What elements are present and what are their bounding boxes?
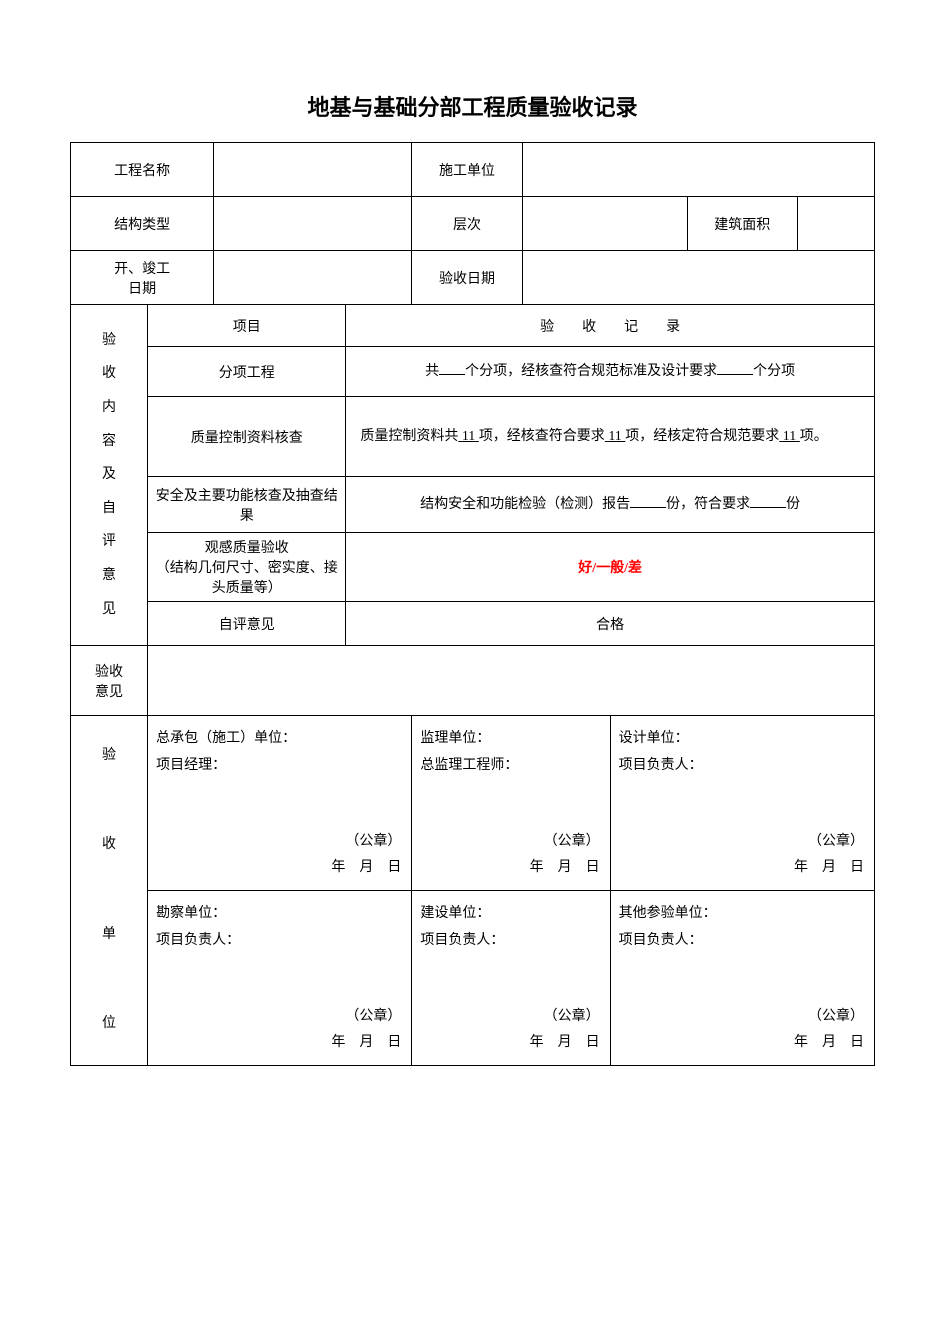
sig-block-contractor: 总承包（施工）单位： 项目经理： （公章） 年 月 日 bbox=[148, 716, 412, 891]
seal-text: （公章） bbox=[331, 829, 401, 856]
side-label-text: 验收内容及自评意见 bbox=[102, 333, 116, 617]
text: 结构安全和功能检验（检测）报告 bbox=[420, 497, 630, 512]
sig-person: 项目负责人： bbox=[619, 753, 866, 780]
date-text: 年 月 日 bbox=[331, 1030, 401, 1057]
text: 项，经核查符合要求 bbox=[479, 429, 605, 444]
label-start-end-date: 开、竣工 日期 bbox=[71, 251, 214, 305]
sig-unit: 设计单位： bbox=[619, 726, 866, 753]
seal-text: （公章） bbox=[794, 829, 864, 856]
label-building-area: 建筑面积 bbox=[687, 197, 797, 251]
value-levels bbox=[522, 197, 687, 251]
label-levels: 层次 bbox=[412, 197, 522, 251]
header-row-1: 工程名称 施工单位 bbox=[71, 143, 875, 197]
text: 份，符合要求 bbox=[666, 497, 750, 512]
sig-person: 项目经理： bbox=[156, 753, 403, 780]
page-title: 地基与基础分部工程质量验收记录 bbox=[70, 90, 875, 122]
label-project-name: 工程名称 bbox=[71, 143, 214, 197]
sig-person: 项目负责人： bbox=[156, 928, 403, 955]
text: 共 bbox=[425, 364, 439, 379]
date-text: 年 月 日 bbox=[331, 855, 401, 882]
blank bbox=[717, 361, 753, 375]
sig-unit: 勘察单位： bbox=[156, 901, 403, 928]
seal-text: （公章） bbox=[530, 829, 600, 856]
sig-block-supervisor: 监理单位： 总监理工程师： （公章） 年 月 日 bbox=[412, 716, 610, 891]
row-visual-quality: 观感质量验收 （结构几何尺寸、密实度、接头质量等） 好/一般/差 bbox=[71, 533, 875, 602]
side-label-signature: 验收单位 bbox=[71, 716, 148, 1066]
val: 11 bbox=[458, 429, 478, 444]
seal-text: （公章） bbox=[794, 1004, 864, 1031]
label-structure-type: 结构类型 bbox=[71, 197, 214, 251]
signature-row-1: 验收单位 总承包（施工）单位： 项目经理： （公章） 年 月 日 监理单位： 总… bbox=[71, 716, 875, 891]
content-self-opinion: 合格 bbox=[346, 602, 875, 646]
row-self-opinion: 自评意见 合格 bbox=[71, 602, 875, 646]
record-table: 工程名称 施工单位 结构类型 层次 建筑面积 开、竣工 日期 验收日期 验收内容… bbox=[70, 142, 875, 1066]
sig-unit: 其他参验单位： bbox=[619, 901, 866, 928]
header-row-3: 开、竣工 日期 验收日期 bbox=[71, 251, 875, 305]
content-safety-function: 结构安全和功能检验（检测）报告 份，符合要求 份 bbox=[346, 477, 875, 533]
date-text: 年 月 日 bbox=[530, 1030, 600, 1057]
seal-text: （公章） bbox=[331, 1004, 401, 1031]
label-acceptance-opinion: 验收 意见 bbox=[71, 646, 148, 716]
sig-unit: 建设单位： bbox=[420, 901, 601, 928]
sig-person: 项目负责人： bbox=[619, 928, 866, 955]
value-acceptance-date bbox=[522, 251, 874, 305]
label-construction-unit: 施工单位 bbox=[412, 143, 522, 197]
side-label-text: 验收单位 bbox=[102, 748, 116, 1032]
seal-text: （公章） bbox=[530, 1004, 600, 1031]
text: 个分项 bbox=[753, 364, 795, 379]
row-safety-function: 安全及主要功能核查及抽查结果 结构安全和功能检验（检测）报告 份，符合要求 份 bbox=[71, 477, 875, 533]
val: 11 bbox=[779, 429, 799, 444]
row-quality-control: 质量控制资料核查 质量控制资料共 11 项，经核查符合要求 11 项，经核定符合… bbox=[71, 397, 875, 477]
value-construction-unit bbox=[522, 143, 874, 197]
text: 份 bbox=[786, 497, 800, 512]
content-quality-control: 质量控制资料共 11 项，经核查符合要求 11 项，经核定符合规范要求 11 项… bbox=[346, 397, 875, 477]
date-text: 年 月 日 bbox=[530, 855, 600, 882]
label-visual-quality: 观感质量验收 （结构几何尺寸、密实度、接头质量等） bbox=[148, 533, 346, 602]
sig-block-owner: 建设单位： 项目负责人： （公章） 年 月 日 bbox=[412, 891, 610, 1066]
header-row-2: 结构类型 层次 建筑面积 bbox=[71, 197, 875, 251]
sig-unit: 监理单位： bbox=[420, 726, 601, 753]
label-acceptance-date: 验收日期 bbox=[412, 251, 522, 305]
blank bbox=[630, 494, 666, 508]
date-text: 年 月 日 bbox=[794, 1030, 864, 1057]
sig-block-design: 设计单位： 项目负责人： （公章） 年 月 日 bbox=[610, 716, 874, 891]
label-quality-control: 质量控制资料核查 bbox=[148, 397, 346, 477]
col-header-project: 项目 bbox=[148, 305, 346, 347]
text: 个分项，经核查符合规范标准及设计要求 bbox=[465, 364, 717, 379]
value-structure-type bbox=[214, 197, 412, 251]
blank bbox=[750, 494, 786, 508]
sig-person: 项目负责人： bbox=[420, 928, 601, 955]
text: 项。 bbox=[800, 429, 828, 444]
content-sub-project: 共 个分项，经核查符合规范标准及设计要求 个分项 bbox=[346, 347, 875, 397]
row-sub-project: 分项工程 共 个分项，经核查符合规范标准及设计要求 个分项 bbox=[71, 347, 875, 397]
side-label-acceptance: 验收内容及自评意见 bbox=[71, 305, 148, 646]
label-sub-project: 分项工程 bbox=[148, 347, 346, 397]
value-start-end-date bbox=[214, 251, 412, 305]
label-self-opinion: 自评意见 bbox=[148, 602, 346, 646]
value-project-name bbox=[214, 143, 412, 197]
label-safety-function: 安全及主要功能核查及抽查结果 bbox=[148, 477, 346, 533]
sig-block-other: 其他参验单位： 项目负责人： （公章） 年 月 日 bbox=[610, 891, 874, 1066]
blank bbox=[439, 361, 465, 375]
content-acceptance-opinion bbox=[148, 646, 875, 716]
col-header-record: 验 收 记 录 bbox=[346, 305, 875, 347]
signature-row-2: 勘察单位： 项目负责人： （公章） 年 月 日 建设单位： 项目负责人： （公章… bbox=[71, 891, 875, 1066]
acceptance-header-row: 验收内容及自评意见 项目 验 收 记 录 bbox=[71, 305, 875, 347]
text: 项，经核定符合规范要求 bbox=[625, 429, 779, 444]
text: 质量控制资料共 bbox=[360, 429, 458, 444]
sig-person: 总监理工程师： bbox=[420, 753, 601, 780]
content-visual-quality: 好/一般/差 bbox=[346, 533, 875, 602]
value-building-area bbox=[797, 197, 874, 251]
val: 11 bbox=[605, 429, 625, 444]
row-acceptance-opinion: 验收 意见 bbox=[71, 646, 875, 716]
sig-unit: 总承包（施工）单位： bbox=[156, 726, 403, 753]
date-text: 年 月 日 bbox=[794, 855, 864, 882]
sig-block-survey: 勘察单位： 项目负责人： （公章） 年 月 日 bbox=[148, 891, 412, 1066]
